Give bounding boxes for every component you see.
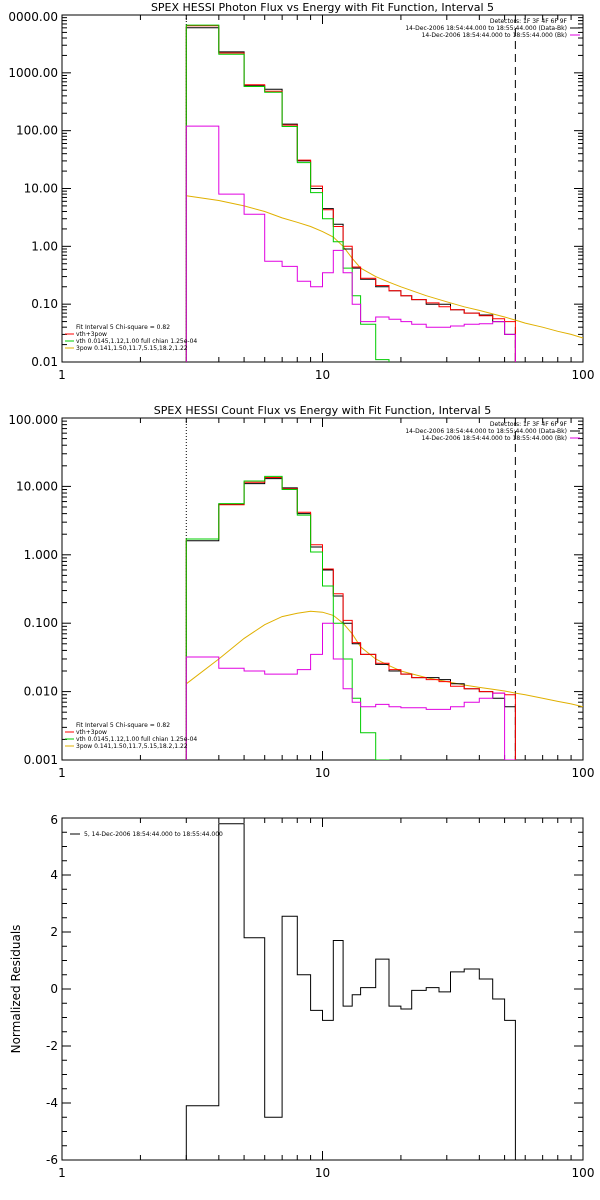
legend-bottomleft-text: 3pow 0.141,1.50,11.7,5.15,18.2,1.22 — [76, 743, 188, 750]
legend-bottomleft-text: Fit Interval 5 Chi-square = 0.82 — [76, 324, 170, 331]
x-tick-label: 100 — [572, 1166, 595, 1180]
series-step-vth+3pow — [185, 25, 516, 362]
plot-frame — [61, 817, 584, 1161]
y-tick-label: -6 — [46, 1153, 58, 1167]
y-tick-label: 0.100 — [24, 616, 58, 630]
x-tick-label: 100 — [572, 766, 595, 780]
legend-topleft-text: 5, 14-Dec-2006 18:54:44.000 to 18:55:44.… — [84, 831, 223, 838]
chart-panel-2: SPEX HESSI Count Flux vs Energy with Fit… — [8, 404, 594, 780]
y-tick-label: 4 — [50, 868, 58, 882]
legend-topright-text: Detectors: 1F 3F 4F 6F 9F — [490, 18, 568, 25]
x-tick-label: 10 — [315, 1166, 330, 1180]
y-axis-label: Normalized Residuals — [9, 925, 23, 1054]
y-tick-label: 6 — [50, 813, 58, 827]
y-tick-label: 10.000 — [16, 479, 58, 493]
plot-area — [185, 823, 516, 1160]
chart-title: SPEX HESSI Photon Flux vs Energy with Fi… — [151, 1, 494, 14]
legend-bottomleft-text: Fit Interval 5 Chi-square = 0.82 — [76, 722, 170, 729]
y-tick-label: 1000.00 — [8, 66, 58, 80]
legend-bottomleft-text: vth 0.0145,1.12,1.00 full chian 1.25e-04 — [76, 736, 197, 743]
y-tick-label: 2 — [50, 925, 58, 939]
series-step-vth — [185, 475, 390, 760]
legend-topright-text: 14-Dec-2006 18:54:44.000 to 18:55:44.000… — [405, 428, 567, 435]
x-tick-label: 1 — [58, 1166, 66, 1180]
plot-area — [185, 475, 583, 760]
chart-panel-3: Normalized Residuals 1 10 100 -6 -4 -2 0 2 4 6 5, 1… — [9, 813, 594, 1180]
legend-topright-text: 14-Dec-2006 18:54:44.000 to 18:55:44.000… — [422, 32, 567, 39]
legend-bottomleft-text: vth+3pow — [76, 729, 107, 736]
y-tick-label: -4 — [46, 1096, 58, 1110]
legend-topright-text: 14-Dec-2006 18:54:44.000 to 18:55:44.000… — [422, 435, 567, 442]
y-tick-label: 10.00 — [24, 182, 58, 196]
y-tick-label: 0.001 — [24, 753, 58, 767]
x-tick-label: 100 — [572, 368, 595, 382]
x-tick-label: 1 — [58, 368, 66, 382]
y-tick-label: 0.10 — [31, 297, 58, 311]
series-step-(Bk) — [185, 125, 516, 362]
y-tick-label: 1.000 — [24, 548, 58, 562]
y-tick-label: -2 — [46, 1039, 58, 1053]
plot-area — [185, 24, 583, 362]
legend-bottomleft-text: vth+3pow — [76, 331, 107, 338]
chart-panel-1: SPEX HESSI Photon Flux vs Energy with Fi… — [8, 1, 594, 382]
y-tick-label: 100.000 — [8, 413, 58, 427]
series-step-5, 14-Dec-2006 18:54:44.000 to 18:55:44.000 — [185, 823, 516, 1160]
y-tick-label: 0.010 — [24, 685, 58, 699]
x-tick-label: 10 — [315, 368, 330, 382]
series-line-3pow — [186, 195, 583, 339]
y-tick-label: 0 — [50, 982, 58, 996]
series-step-vth+3pow — [185, 477, 516, 760]
legend-bottomleft-text: vth 0.0145,1.12,1.00 full chian 1.25e-04 — [76, 338, 197, 345]
y-tick-label: 100.00 — [16, 124, 58, 138]
series-step-vth — [185, 24, 390, 362]
chart-title: SPEX HESSI Count Flux vs Energy with Fit… — [154, 404, 491, 417]
series-step-(Bk) — [185, 622, 516, 760]
legend-topright-text: Detectors: 1F 3F 4F 6F 9F — [490, 421, 568, 428]
y-tick-label: 0000.00 — [8, 10, 58, 24]
x-tick-label: 10 — [315, 766, 330, 780]
series-line-3pow — [185, 610, 583, 708]
y-tick-label: 1.00 — [31, 239, 58, 253]
y-tick-label: 0.01 — [31, 355, 58, 369]
x-tick-label: 1 — [58, 766, 66, 780]
legend-bottomleft-text: 3pow 0.141,1.50,11.7,5.15,18.2,1.22 — [76, 345, 188, 352]
legend-topright-text: 14-Dec-2006 18:54:44.000 to 18:55:44.000… — [405, 25, 567, 32]
